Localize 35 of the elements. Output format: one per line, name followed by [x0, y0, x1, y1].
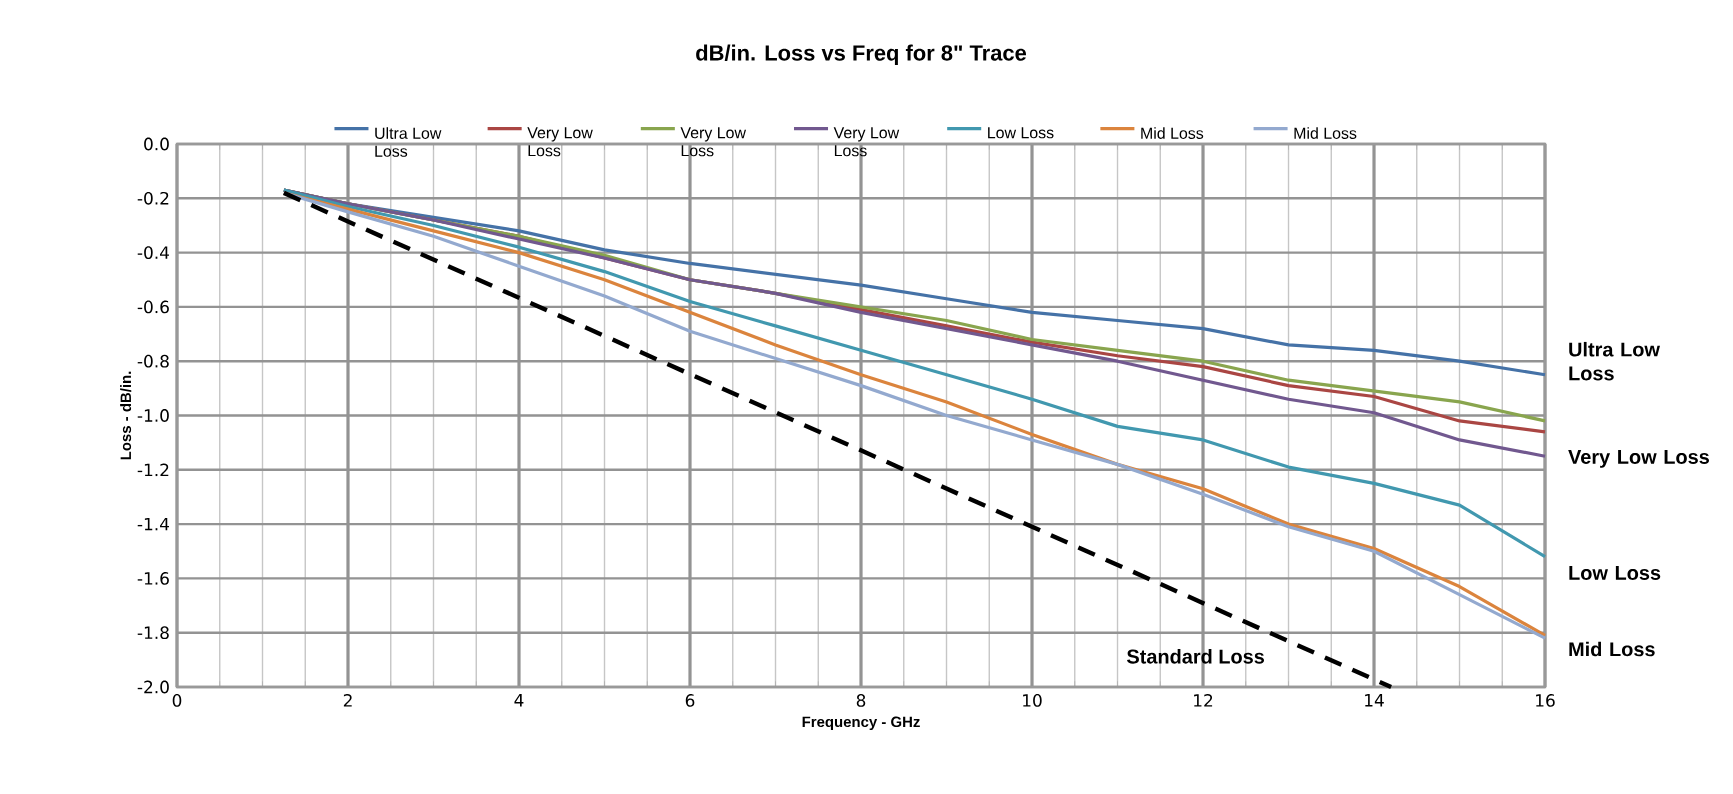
legend-label: Very Low Loss: [833, 127, 900, 157]
text: Very Low Loss: [1568, 450, 1709, 468]
y-tick-label: -1.4: [137, 517, 169, 531]
y-tick-label: -0.8: [137, 354, 169, 368]
legend-label: Very Low Loss: [680, 127, 747, 157]
x-tick-label: 10: [1023, 694, 1042, 707]
x-tick-label: 12: [1194, 694, 1213, 707]
y-tick-label: -1.0: [137, 409, 169, 422]
text: Ultra Low Loss: [1569, 341, 1660, 381]
series-label: Standard Loss: [1126, 649, 1265, 664]
y-tick-label: -0.4: [137, 246, 169, 260]
y-tick-label: 0.0: [144, 137, 169, 151]
y-tick-label: -1.6: [137, 572, 169, 585]
x-tick-label: 16: [1536, 694, 1555, 707]
chart-title: dB/in. Loss vs Freq for 8" Trace: [696, 44, 1027, 65]
legend-label: Ultra Low Loss: [375, 127, 442, 157]
y-tick-label: -1.8: [137, 626, 169, 640]
x-tick-label: 4: [514, 694, 524, 707]
text: Mid Loss: [1569, 641, 1655, 657]
y-tick-label: -2.0: [137, 680, 169, 694]
legend-label: Low Loss: [988, 127, 1054, 139]
y-tick-label: -0.2: [137, 191, 169, 205]
x-axis-title: Frequency - GHz: [802, 716, 920, 731]
x-tick-label: 2: [343, 694, 352, 707]
x-tick-label: 6: [685, 694, 695, 707]
legend-label: Very Low Loss: [527, 127, 593, 157]
x-tick-label: 0: [172, 694, 182, 707]
y-tick-label: -0.6: [137, 300, 169, 314]
text: Low Loss: [1569, 566, 1661, 580]
x-tick-label: 8: [856, 694, 866, 707]
legend-label: Mid Loss: [1294, 127, 1357, 139]
y-tick-label: -1.2: [137, 463, 169, 477]
legend-label: Mid Loss: [1141, 127, 1204, 139]
y-axis-title: Loss - dB/in.: [120, 371, 132, 460]
x-tick-label: 14: [1365, 694, 1384, 707]
